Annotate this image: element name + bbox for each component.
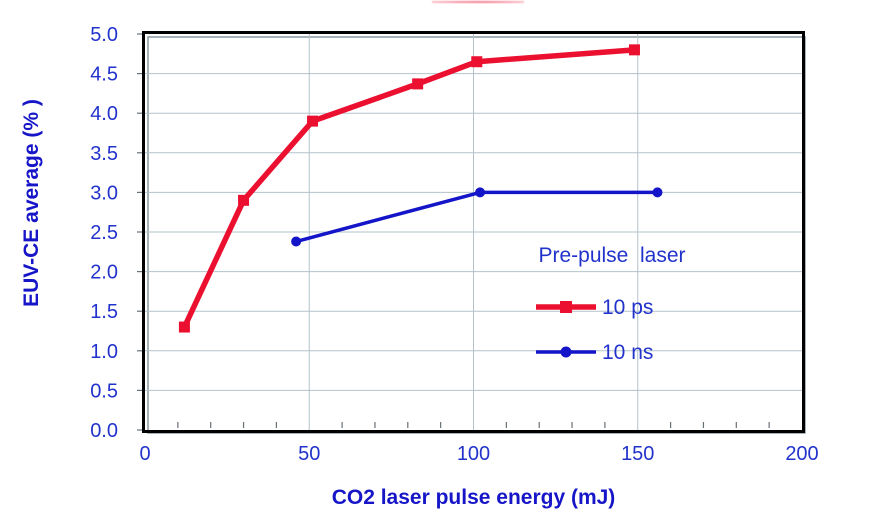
y-tick-label: 2.5: [90, 222, 118, 244]
y-tick-label: 4.0: [90, 103, 118, 125]
plot-frame-shadow: [147, 36, 806, 434]
data-point-marker: [291, 236, 302, 247]
legend-circle-marker-icon: [560, 346, 572, 358]
y-tick-label: 1.5: [90, 301, 118, 323]
legend-square-marker-icon: [560, 301, 572, 313]
x-tick-label: 100: [457, 443, 490, 465]
x-tick-label: 150: [621, 443, 654, 465]
x-tick-label: 0: [139, 443, 150, 465]
data-point-marker: [475, 187, 486, 198]
series-line: [294, 190, 660, 244]
series-10-ps: [178, 44, 640, 333]
data-point-marker: [412, 78, 424, 90]
data-point-marker: [307, 115, 319, 127]
legend-title: Pre-pulse laser: [538, 244, 685, 267]
y-tick-label: 4.5: [90, 64, 118, 86]
x-axis-title: CO2 laser pulse energy (mJ): [332, 486, 616, 509]
y-tick-label: 0.0: [90, 420, 118, 442]
legend-item-label: 10 ps: [602, 296, 653, 319]
y-tick-label: 1.0: [90, 341, 118, 363]
x-tick-label: 200: [785, 443, 818, 465]
legend-item: 10 ns: [536, 341, 653, 364]
plot-frame: [142, 31, 805, 433]
y-tick-label: 5.0: [90, 24, 118, 46]
y-tick-label: 0.5: [90, 380, 118, 402]
y-tick-label: 3.5: [90, 143, 118, 165]
data-point-marker: [238, 194, 250, 206]
x-tick-label: 50: [298, 443, 320, 465]
series-10-ns: [291, 187, 663, 247]
legend-item-label: 10 ns: [602, 341, 653, 364]
cropped-title-remnant: [432, 0, 524, 4]
series-line: [181, 47, 638, 330]
data-point-marker: [178, 321, 190, 333]
y-tick-label: 2.0: [90, 262, 118, 284]
legend-item: 10 ps: [536, 296, 653, 319]
data-point-marker: [471, 56, 483, 68]
gridlines: [145, 34, 802, 430]
data-point-marker: [628, 44, 640, 56]
data-point-marker: [652, 187, 663, 198]
y-axis-title: EUV-CE average (% ): [20, 99, 43, 307]
legend: Pre-pulse laser 10 ps 10 ns: [536, 244, 686, 364]
y-tick-label: 3.0: [90, 182, 118, 204]
